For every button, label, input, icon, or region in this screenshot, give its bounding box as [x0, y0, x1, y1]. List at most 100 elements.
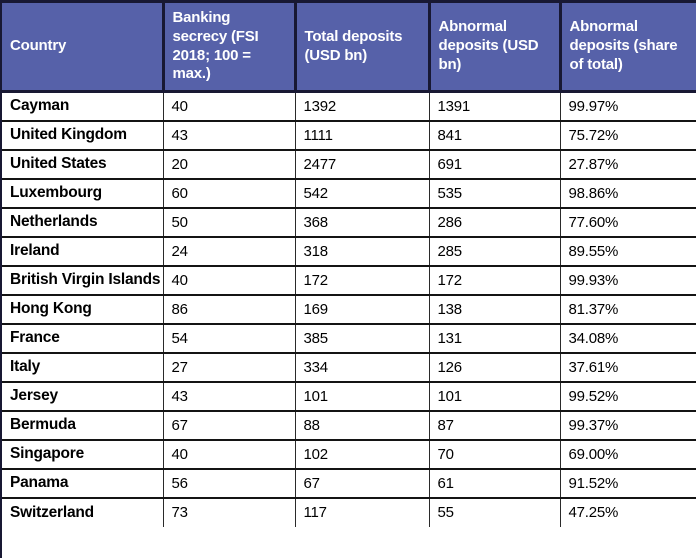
value-cell-abnormal-share: 34.08%	[560, 323, 696, 354]
value-cell-banking-secrecy: 60	[163, 178, 296, 209]
value-cell-total-deposits: 1111	[295, 120, 430, 151]
table-row: Netherlands 50 368 286 77.60%	[2, 207, 696, 238]
column-header-banking-secrecy: Banking secrecy (FSI 2018; 100 = max.)	[163, 3, 297, 93]
value-cell-total-deposits: 169	[295, 294, 430, 325]
column-header-country: Country	[2, 3, 165, 93]
value-cell-banking-secrecy: 40	[163, 91, 296, 122]
value-cell-total-deposits: 368	[295, 207, 430, 238]
table-row: Hong Kong 86 169 138 81.37%	[2, 294, 696, 325]
value-cell-banking-secrecy: 20	[163, 149, 296, 180]
value-cell-abnormal-share: 98.86%	[560, 178, 696, 209]
country-cell: France	[2, 323, 164, 354]
value-cell-total-deposits: 102	[295, 439, 430, 470]
value-cell-total-deposits: 385	[295, 323, 430, 354]
country-cell: Cayman	[2, 91, 164, 122]
value-cell-abnormal-share: 37.61%	[560, 352, 696, 383]
column-header-abnormal-share: Abnormal deposits (share of total)	[560, 3, 696, 93]
country-cell: Panama	[2, 468, 164, 499]
country-cell: United States	[2, 149, 164, 180]
country-cell: British Virgin Islands	[2, 265, 164, 296]
country-cell: Ireland	[2, 236, 164, 267]
value-cell-total-deposits: 542	[295, 178, 430, 209]
column-header-total-deposits: Total deposits (USD bn)	[295, 3, 431, 93]
table-row: France 54 385 131 34.08%	[2, 323, 696, 354]
value-cell-banking-secrecy: 86	[163, 294, 296, 325]
header-row: Country Banking secrecy (FSI 2018; 100 = …	[2, 3, 696, 93]
value-cell-abnormal-deposits: 61	[429, 468, 561, 499]
table-header: Country Banking secrecy (FSI 2018; 100 = …	[2, 3, 696, 93]
country-cell: Jersey	[2, 381, 164, 412]
value-cell-total-deposits: 334	[295, 352, 430, 383]
value-cell-banking-secrecy: 50	[163, 207, 296, 238]
value-cell-banking-secrecy: 73	[163, 497, 296, 527]
value-cell-abnormal-share: 99.37%	[560, 410, 696, 441]
deposits-table: Country Banking secrecy (FSI 2018; 100 = …	[2, 3, 696, 527]
value-cell-banking-secrecy: 27	[163, 352, 296, 383]
value-cell-abnormal-deposits: 138	[429, 294, 561, 325]
table-row: Luxembourg 60 542 535 98.86%	[2, 178, 696, 209]
table-row: British Virgin Islands 40 172 172 99.93%	[2, 265, 696, 296]
table-row: Panama 56 67 61 91.52%	[2, 468, 696, 499]
value-cell-banking-secrecy: 43	[163, 120, 296, 151]
value-cell-total-deposits: 318	[295, 236, 430, 267]
value-cell-abnormal-share: 75.72%	[560, 120, 696, 151]
value-cell-banking-secrecy: 43	[163, 381, 296, 412]
value-cell-abnormal-share: 99.93%	[560, 265, 696, 296]
table-row: Cayman 40 1392 1391 99.97%	[2, 91, 696, 122]
value-cell-abnormal-deposits: 87	[429, 410, 561, 441]
country-cell: Italy	[2, 352, 164, 383]
value-cell-abnormal-share: 99.97%	[560, 91, 696, 122]
value-cell-total-deposits: 88	[295, 410, 430, 441]
country-cell: Bermuda	[2, 410, 164, 441]
value-cell-total-deposits: 2477	[295, 149, 430, 180]
value-cell-banking-secrecy: 24	[163, 236, 296, 267]
value-cell-total-deposits: 117	[295, 497, 430, 527]
country-cell: Hong Kong	[2, 294, 164, 325]
value-cell-total-deposits: 1392	[295, 91, 430, 122]
table-row: Ireland 24 318 285 89.55%	[2, 236, 696, 267]
value-cell-abnormal-share: 89.55%	[560, 236, 696, 267]
value-cell-banking-secrecy: 56	[163, 468, 296, 499]
value-cell-banking-secrecy: 54	[163, 323, 296, 354]
value-cell-abnormal-share: 99.52%	[560, 381, 696, 412]
value-cell-abnormal-share: 81.37%	[560, 294, 696, 325]
country-cell: Luxembourg	[2, 178, 164, 209]
value-cell-abnormal-deposits: 841	[429, 120, 561, 151]
value-cell-abnormal-deposits: 131	[429, 323, 561, 354]
value-cell-abnormal-deposits: 55	[429, 497, 561, 527]
table-row: Jersey 43 101 101 99.52%	[2, 381, 696, 412]
value-cell-abnormal-share: 91.52%	[560, 468, 696, 499]
table-body: Cayman 40 1392 1391 99.97% United Kingdom 43 11…	[2, 91, 696, 527]
value-cell-banking-secrecy: 40	[163, 265, 296, 296]
table-row: Italy 27 334 126 37.61%	[2, 352, 696, 383]
table-row: Singapore 40 102 70 69.00%	[2, 439, 696, 470]
value-cell-abnormal-deposits: 535	[429, 178, 561, 209]
value-cell-abnormal-share: 77.60%	[560, 207, 696, 238]
value-cell-total-deposits: 172	[295, 265, 430, 296]
value-cell-banking-secrecy: 67	[163, 410, 296, 441]
value-cell-abnormal-deposits: 172	[429, 265, 561, 296]
value-cell-abnormal-share: 69.00%	[560, 439, 696, 470]
value-cell-banking-secrecy: 40	[163, 439, 296, 470]
value-cell-abnormal-deposits: 101	[429, 381, 561, 412]
value-cell-abnormal-deposits: 70	[429, 439, 561, 470]
table-row: Bermuda 67 88 87 99.37%	[2, 410, 696, 441]
value-cell-total-deposits: 67	[295, 468, 430, 499]
value-cell-abnormal-share: 47.25%	[560, 497, 696, 527]
column-header-abnormal-deposits: Abnormal deposits (USD bn)	[429, 3, 562, 93]
table-row: Switzerland 73 117 55 47.25%	[2, 497, 696, 527]
country-cell: Singapore	[2, 439, 164, 470]
value-cell-abnormal-deposits: 691	[429, 149, 561, 180]
value-cell-abnormal-deposits: 1391	[429, 91, 561, 122]
value-cell-total-deposits: 101	[295, 381, 430, 412]
country-cell: United Kingdom	[2, 120, 164, 151]
value-cell-abnormal-deposits: 285	[429, 236, 561, 267]
table-row: United Kingdom 43 1111 841 75.72%	[2, 120, 696, 151]
table-row: United States 20 2477 691 27.87%	[2, 149, 696, 180]
country-cell: Switzerland	[2, 497, 164, 527]
country-cell: Netherlands	[2, 207, 164, 238]
value-cell-abnormal-deposits: 126	[429, 352, 561, 383]
value-cell-abnormal-deposits: 286	[429, 207, 561, 238]
value-cell-abnormal-share: 27.87%	[560, 149, 696, 180]
